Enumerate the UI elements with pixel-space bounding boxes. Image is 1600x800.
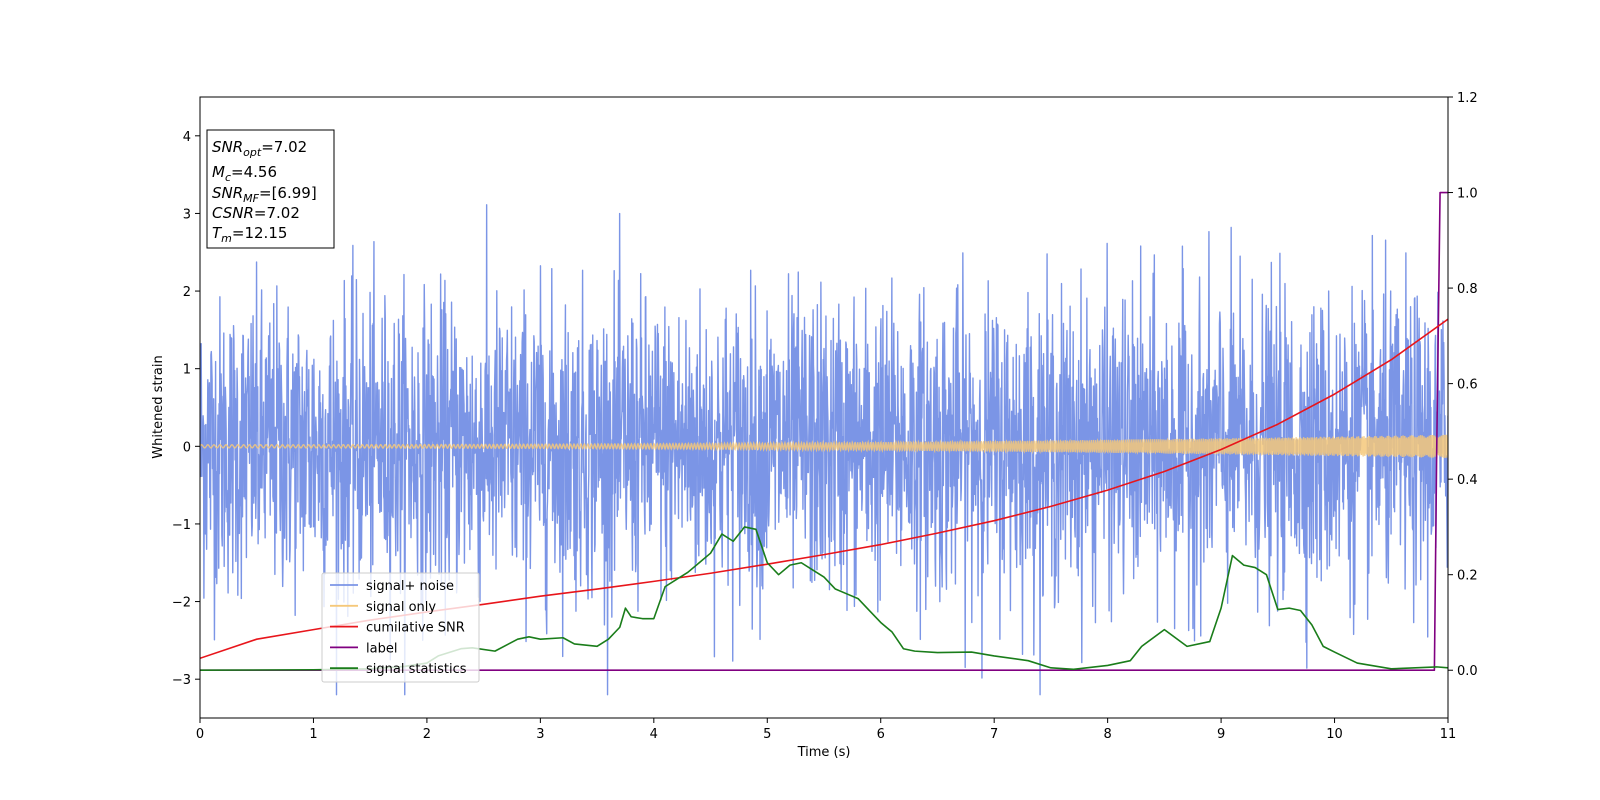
x-tick-label: 10 — [1326, 727, 1343, 742]
series-signal-noise — [200, 204, 1448, 696]
y-axis-label: Whitened strain — [151, 355, 166, 458]
annotation-line: Mc=4.56 — [212, 163, 277, 184]
legend-label: signal statistics — [366, 662, 467, 677]
y-tick-label: −1 — [172, 518, 191, 533]
y-tick-label: 0 — [183, 440, 191, 455]
x-tick-label: 4 — [650, 727, 658, 742]
y2-tick-label: 0.4 — [1457, 473, 1478, 488]
legend-label: label — [366, 641, 397, 656]
y2-tick-label: 0.8 — [1457, 282, 1478, 297]
series-label — [200, 191, 1448, 672]
y-tick-label: −3 — [172, 673, 191, 688]
x-tick-label: 8 — [1103, 727, 1111, 742]
legend-label: signal+ noise — [366, 579, 454, 594]
x-tick-label: 3 — [536, 727, 544, 742]
series-signal-statistics — [200, 526, 1448, 672]
x-tick-label: 6 — [877, 727, 885, 742]
legend-label: signal only — [366, 600, 436, 615]
legend: signal+ noise signal only cumilative SNR la… — [321, 572, 480, 683]
y-tick-label: 4 — [183, 130, 191, 145]
y-axis-left: −3 −2 −1 0 1 2 3 4 — [172, 130, 200, 688]
annotation-line: SNRopt=7.02 — [212, 138, 307, 159]
annotation-line: CSNR=7.02 — [212, 204, 300, 222]
series-signal-only — [200, 434, 1448, 458]
y-tick-label: 2 — [183, 285, 191, 300]
annotation-frame — [206, 129, 335, 249]
x-tick-label: 9 — [1217, 727, 1225, 742]
y2-tick-label: 0.6 — [1457, 378, 1478, 393]
y-tick-label: 1 — [183, 363, 191, 378]
y-axis-right: 0.0 0.2 0.4 0.6 0.8 1.0 1.2 — [1448, 91, 1478, 679]
x-axis-label: Time (s) — [797, 745, 851, 760]
y2-tick-label: 1.2 — [1457, 91, 1478, 106]
legend-label: cumilative SNR — [366, 621, 465, 636]
x-tick-label: 1 — [309, 727, 317, 742]
x-tick-label: 5 — [763, 727, 771, 742]
y2-tick-label: 0.2 — [1457, 569, 1478, 584]
plot-frame — [199, 96, 1449, 719]
x-tick-label: 0 — [196, 727, 204, 742]
y-tick-label: 3 — [183, 207, 191, 222]
y2-tick-label: 1.0 — [1457, 187, 1478, 202]
annotation-line: Tm=12.15 — [212, 224, 287, 245]
legend-frame — [321, 572, 480, 683]
y-tick-label: −2 — [172, 596, 191, 611]
x-tick-label: 2 — [423, 727, 431, 742]
y2-tick-label: 0.0 — [1457, 664, 1478, 679]
annotation-line: SNRMF=[6.99] — [212, 184, 317, 205]
x-tick-label: 11 — [1440, 727, 1457, 742]
x-axis: 0 1 2 3 4 5 6 7 8 9 10 11 — [196, 718, 1456, 742]
x-tick-label: 7 — [990, 727, 998, 742]
